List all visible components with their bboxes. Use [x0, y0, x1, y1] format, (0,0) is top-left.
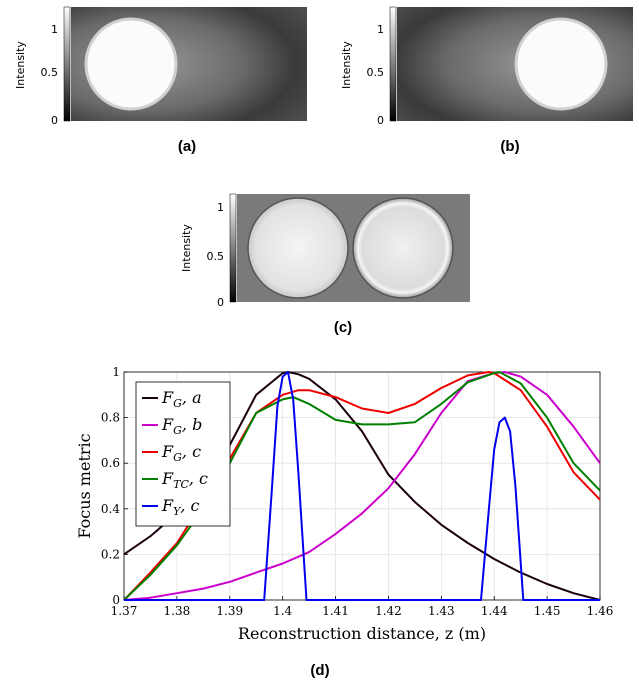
x-tick-label: 1.38	[164, 604, 191, 618]
y-tick-label: 0.2	[101, 547, 120, 561]
colorbar-tick: 1	[51, 23, 58, 36]
colorbar-tick: 0.5	[207, 250, 225, 263]
x-tick-label: 1.42	[375, 604, 402, 618]
colorbar-tick: 1	[217, 201, 224, 214]
panel-label: (c)	[334, 319, 352, 336]
particle-disc	[247, 197, 349, 299]
panel-c-svg: 1 0.5 0 Intensity (c)	[180, 193, 470, 336]
y-tick-label: 0.4	[101, 502, 120, 516]
y-tick-label: 0.8	[101, 411, 120, 425]
x-tick-label: 1.41	[322, 604, 349, 618]
y-tick-label: 1	[112, 365, 120, 379]
panel-b: 1 0.5 0 Intensity (b)	[320, 0, 639, 170]
x-tick-label: 1.44	[481, 604, 508, 618]
colorbar-title: Intensity	[340, 41, 353, 89]
panel-label: (d)	[310, 662, 329, 679]
panel-a-svg: 1 0.5 0 Intensity (a)	[14, 6, 307, 155]
series-line-1	[123, 371, 601, 601]
colorbar	[229, 193, 237, 303]
y-ticks: 0 0.2 0.4 0.6 0.8 1	[101, 365, 128, 607]
x-ticks: 1.37 1.38 1.39 1.4 1.41 1.42 1.43 1.44 1.45 1.46	[111, 596, 614, 618]
panel-c: 1 0.5 0 Intensity (c)	[160, 180, 480, 345]
colorbar-title: Intensity	[180, 224, 193, 272]
panel-d: 1.37 1.38 1.39 1.4 1.41 1.42 1.43 1.44 1.45 1.46 …	[0, 355, 639, 686]
y-tick-label: 0	[112, 593, 120, 607]
colorbar-tick: 0	[51, 114, 58, 127]
colorbar-tick: 0.5	[41, 66, 59, 79]
colorbar	[63, 6, 71, 122]
focus-metric-chart: 1.37 1.38 1.39 1.4 1.41 1.42 1.43 1.44 1.45 1.46 …	[75, 365, 614, 679]
legend-entry: FG, c	[161, 442, 201, 464]
legend-entry: FY, c	[161, 496, 200, 518]
panel-a: 1 0.5 0 Intensity (a)	[0, 0, 320, 170]
colorbar-tick: 0	[377, 114, 384, 127]
legend-entry: FTC, c	[161, 469, 208, 491]
panel-label: (b)	[500, 138, 519, 155]
legend-entry: FG, b	[161, 415, 202, 437]
legend-box	[135, 381, 231, 527]
colorbar-title: Intensity	[14, 41, 27, 89]
x-tick-label: 1.4	[273, 604, 292, 618]
x-tick-label: 1.43	[428, 604, 455, 618]
y-tick-label: 0.6	[101, 456, 120, 470]
colorbar-tick: 0	[217, 296, 224, 309]
x-tick-label: 1.37	[111, 604, 138, 618]
colorbar-tick: 1	[377, 23, 384, 36]
particle-disc	[352, 197, 454, 299]
x-tick-label: 1.46	[587, 604, 614, 618]
series-line-4	[124, 371, 600, 601]
panel-b-svg: 1 0.5 0 Intensity (b)	[340, 6, 633, 155]
colorbar-tick: 0.5	[367, 66, 385, 79]
legend-entry: FG, a	[161, 388, 202, 410]
particle-disc	[84, 17, 178, 111]
particle-disc	[514, 17, 608, 111]
legend: FG, a FG, b FG, c FTC, c FY, c	[135, 381, 231, 527]
y-axis-label: Focus metric	[75, 433, 94, 538]
x-tick-label: 1.39	[216, 604, 243, 618]
x-axis-label: Reconstruction distance, z (m)	[238, 624, 486, 643]
panel-label: (a)	[178, 138, 196, 155]
x-tick-label: 1.45	[534, 604, 561, 618]
colorbar	[389, 6, 397, 122]
